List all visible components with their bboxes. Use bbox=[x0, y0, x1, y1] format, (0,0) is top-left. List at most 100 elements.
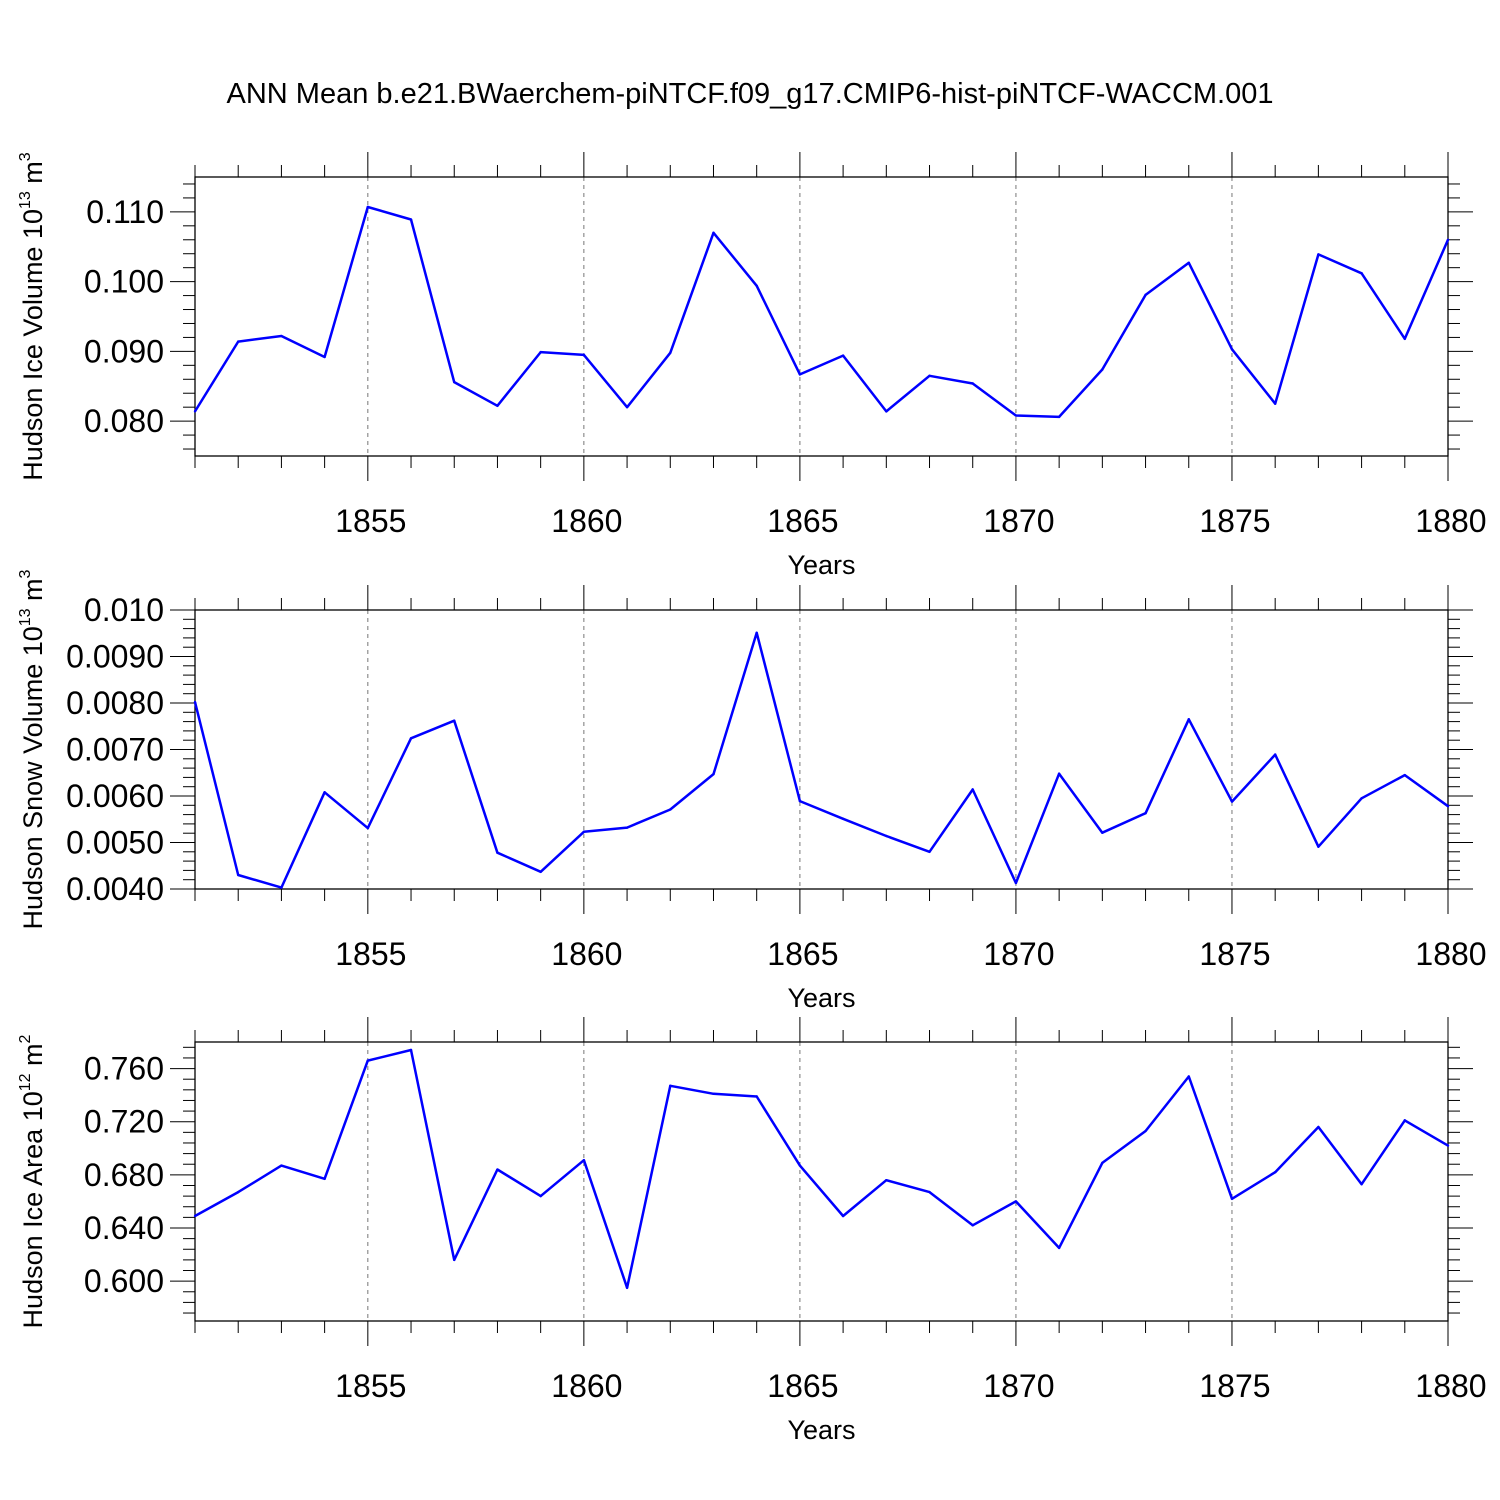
data-point bbox=[669, 808, 672, 811]
y-tick-label: 0.0040 bbox=[66, 871, 164, 907]
x-tick-label: 1865 bbox=[767, 503, 838, 539]
y-axis-title-part: Hudson Ice Area 10 bbox=[18, 1091, 48, 1328]
data-point bbox=[323, 1177, 326, 1181]
data-point bbox=[712, 772, 715, 776]
x-tick-label: 1870 bbox=[983, 936, 1054, 972]
y-tick-label: 0.110 bbox=[86, 194, 164, 230]
data-point bbox=[1317, 845, 1320, 848]
data-point bbox=[755, 284, 758, 288]
y-axis-title-superscript: 13 bbox=[17, 191, 34, 209]
data-point bbox=[1187, 261, 1190, 264]
data-point bbox=[1273, 753, 1277, 756]
data-point bbox=[1187, 1075, 1190, 1078]
y-tick-label: 0.0070 bbox=[66, 732, 164, 768]
data-point bbox=[1317, 253, 1320, 256]
data-point bbox=[1230, 348, 1234, 351]
x-tick-label: 1880 bbox=[1415, 936, 1486, 972]
data-point bbox=[539, 870, 542, 873]
series-line bbox=[193, 631, 1449, 889]
data-point bbox=[237, 873, 240, 877]
data-point bbox=[1101, 1161, 1104, 1165]
x-tick-label: 1875 bbox=[1199, 936, 1270, 972]
data-point bbox=[1014, 881, 1018, 885]
data-point bbox=[885, 410, 888, 413]
x-tick-label: 1855 bbox=[335, 503, 406, 539]
x-axis-title: Years bbox=[787, 1415, 855, 1445]
data-point bbox=[1446, 805, 1450, 808]
data-point bbox=[625, 1286, 629, 1289]
y-tick-label: 0.680 bbox=[84, 1157, 164, 1193]
y-axis-title-part: Hudson Ice Volume 10 bbox=[18, 209, 48, 481]
panel-snow-volume: 0.0040 0.0050 0.0060 0.0070 0.0080 0.0090 0.01… bbox=[17, 569, 1487, 1013]
y-tick-label: 0.720 bbox=[84, 1104, 164, 1140]
series-line bbox=[193, 205, 1450, 419]
y-tick-label: 0.010 bbox=[84, 592, 164, 628]
data-point bbox=[582, 353, 586, 357]
data-point bbox=[280, 1164, 283, 1167]
data-point bbox=[1187, 718, 1190, 721]
y-tick-label: 0.600 bbox=[84, 1263, 164, 1299]
data-point bbox=[755, 631, 758, 634]
y-tick-label: 0.080 bbox=[84, 403, 164, 439]
y-axis-title: Hudson Snow Volume 1013 m3 bbox=[17, 569, 48, 929]
data-point bbox=[1360, 272, 1363, 275]
data-point bbox=[1403, 337, 1406, 341]
y-tick-label: 0.0090 bbox=[66, 639, 164, 675]
y-axis-title-superscript: 3 bbox=[17, 152, 34, 161]
data-point bbox=[1101, 831, 1104, 834]
data-point bbox=[885, 1178, 888, 1182]
data-point bbox=[193, 700, 197, 704]
data-point bbox=[841, 354, 845, 357]
series-line bbox=[194, 1048, 1449, 1290]
y-tick-label: 0.090 bbox=[84, 333, 164, 369]
data-point bbox=[409, 218, 413, 221]
data-point bbox=[971, 788, 974, 791]
data-point bbox=[841, 817, 845, 820]
y-tick-label: 0.0060 bbox=[66, 778, 164, 814]
data-point bbox=[193, 410, 197, 413]
y-tick-label: 0.760 bbox=[84, 1051, 164, 1087]
x-axis-title: Years bbox=[787, 983, 855, 1013]
y-axis-title-part: Hudson Snow Volume 10 bbox=[18, 626, 48, 929]
data-point bbox=[928, 1190, 931, 1194]
data-point bbox=[453, 380, 456, 384]
panel-ice-volume: 0.080 0.090 0.100 0.110 1855 1860 1865 1870 1875… bbox=[17, 152, 1487, 580]
data-point bbox=[798, 1164, 802, 1167]
data-point bbox=[798, 799, 802, 803]
data-point bbox=[1230, 800, 1234, 803]
data-point bbox=[1403, 1119, 1406, 1122]
data-point bbox=[928, 374, 931, 377]
data-point bbox=[366, 1059, 370, 1062]
data-point bbox=[1057, 772, 1061, 775]
data-point bbox=[1101, 368, 1104, 371]
data-point bbox=[453, 719, 456, 722]
data-point bbox=[1144, 812, 1147, 815]
data-point bbox=[409, 737, 413, 740]
data-point bbox=[496, 404, 499, 407]
data-point bbox=[1057, 415, 1061, 419]
data-point bbox=[712, 1092, 715, 1096]
data-point bbox=[625, 826, 629, 829]
y-axis-title-part: m bbox=[18, 161, 48, 191]
data-point bbox=[1446, 238, 1450, 241]
y-axis-title: Hudson Ice Volume 1013 m3 bbox=[17, 152, 48, 480]
data-point bbox=[496, 851, 499, 854]
data-point bbox=[237, 1190, 240, 1194]
x-tick-label: 1855 bbox=[335, 936, 406, 972]
y-axis-title-superscript: 2 bbox=[17, 1034, 34, 1043]
x-tick-label: 1880 bbox=[1415, 503, 1486, 539]
plot-frame bbox=[194, 176, 1449, 457]
y-tick-label: 0.0080 bbox=[66, 685, 164, 721]
data-point bbox=[1014, 414, 1018, 417]
data-point bbox=[582, 830, 586, 834]
x-tick-label: 1860 bbox=[551, 936, 622, 972]
data-point bbox=[1317, 1125, 1320, 1129]
data-point bbox=[1403, 773, 1406, 777]
data-point bbox=[755, 1095, 758, 1098]
x-tick-label: 1865 bbox=[767, 936, 838, 972]
y-axis-title-superscript: 3 bbox=[17, 569, 34, 578]
data-point bbox=[625, 405, 629, 409]
y-axis-title-superscript: 13 bbox=[17, 608, 34, 626]
y-tick-label: 0.640 bbox=[84, 1210, 164, 1246]
data-point bbox=[366, 826, 370, 830]
